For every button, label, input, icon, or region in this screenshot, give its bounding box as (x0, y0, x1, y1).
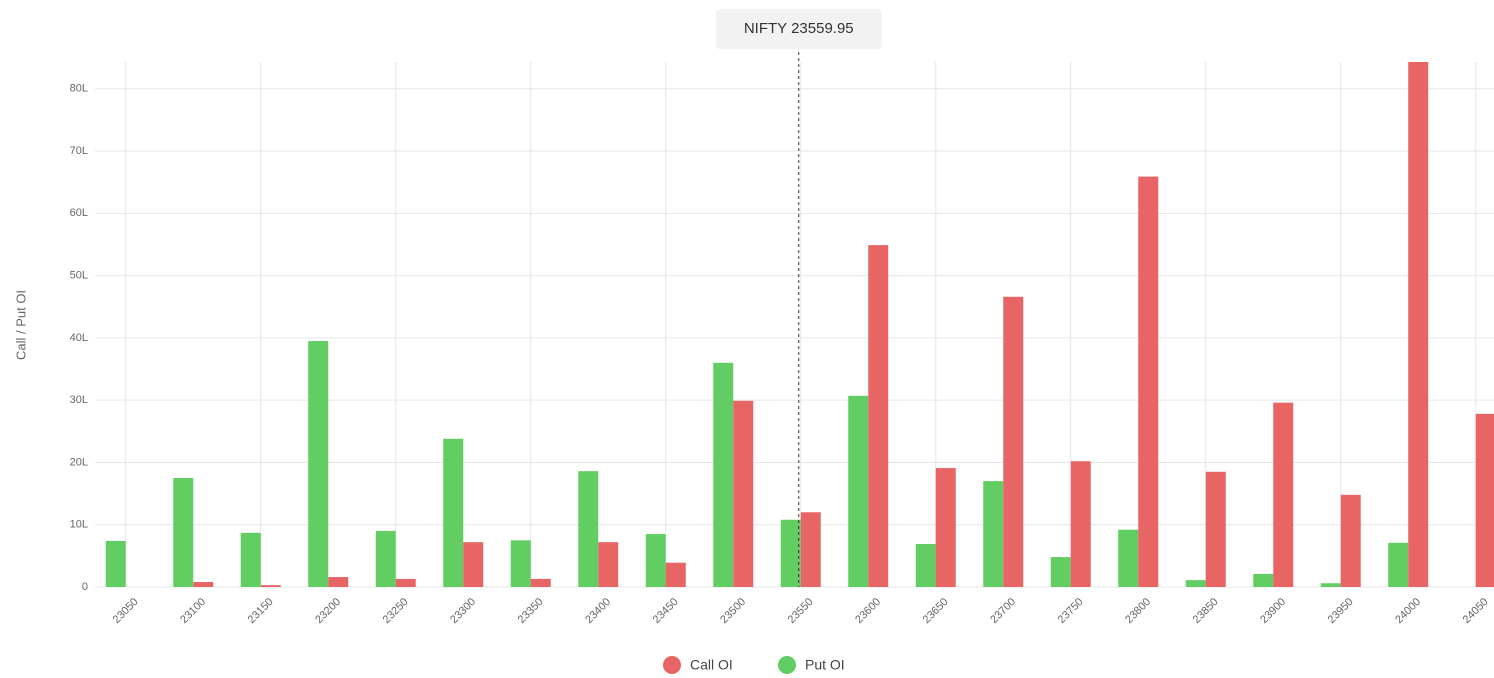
x-tick-label: 23150 (246, 596, 276, 626)
y-tick-label: 70L (70, 145, 88, 157)
y-tick-label: 30L (70, 394, 88, 406)
x-tick-label: 23800 (1123, 596, 1153, 626)
bar (463, 542, 484, 587)
x-tick-label: 23400 (583, 596, 613, 626)
y-tick-label: 60L (70, 207, 88, 219)
bar (1273, 402, 1294, 587)
bar (173, 478, 194, 587)
bar (1138, 176, 1159, 587)
y-tick-label: 20L (70, 456, 88, 468)
bar (105, 540, 126, 587)
bar (800, 512, 821, 587)
x-tick-label: 23700 (988, 596, 1018, 626)
bar (1050, 557, 1071, 587)
bar (443, 438, 464, 587)
x-tick-label: 23200 (313, 596, 343, 626)
x-tick-label: 24000 (1393, 596, 1423, 626)
bar (1408, 62, 1429, 587)
x-tick-label: 23650 (921, 596, 951, 626)
bar (1205, 471, 1226, 587)
bar (983, 481, 1004, 587)
bar (578, 471, 599, 587)
legend-swatch (778, 656, 796, 674)
x-tick-label: 23500 (718, 596, 748, 626)
x-tick-label: 23350 (516, 596, 546, 626)
bar (240, 532, 261, 587)
x-tick-label: 23600 (853, 596, 883, 626)
bar (1070, 461, 1091, 587)
bar (645, 534, 666, 587)
x-tick-label: 23850 (1191, 596, 1221, 626)
bar (328, 577, 349, 587)
bar (848, 395, 869, 587)
y-tick-label: 10L (70, 519, 88, 531)
y-tick-label: 80L (70, 83, 88, 95)
x-tick-label: 24050 (1461, 596, 1491, 626)
y-axis-label: Call / Put OI (13, 290, 28, 360)
bar (193, 582, 214, 587)
bar (375, 530, 396, 587)
bar (1320, 583, 1341, 587)
annotation-text: NIFTY 23559.95 (744, 20, 854, 37)
x-tick-label: 23550 (786, 596, 816, 626)
bar (1388, 542, 1409, 587)
x-tick-label: 23900 (1258, 596, 1288, 626)
bar (260, 585, 281, 587)
bar (510, 540, 531, 587)
x-tick-label: 23100 (178, 596, 208, 626)
x-tick-label: 23750 (1056, 596, 1086, 626)
bar (915, 544, 936, 587)
bar (1475, 413, 1494, 587)
legend-label: Call OI (690, 657, 733, 673)
bar (530, 578, 551, 587)
bar (780, 519, 801, 587)
x-tick-label: 23450 (651, 596, 681, 626)
legend-label: Put OI (805, 657, 845, 673)
bar (1253, 573, 1274, 587)
bar (1185, 580, 1206, 587)
y-tick-label: 0 (82, 581, 88, 593)
x-tick-label: 23300 (448, 596, 478, 626)
y-tick-label: 50L (70, 270, 88, 282)
bar (1340, 494, 1361, 587)
bar (733, 400, 754, 587)
bar (1118, 529, 1139, 587)
x-tick-label: 23250 (381, 596, 411, 626)
bar (665, 562, 686, 587)
bar (308, 341, 329, 587)
x-tick-label: 23050 (111, 596, 141, 626)
annotation-box (715, 9, 882, 49)
x-tick-label: 23950 (1326, 596, 1356, 626)
bar (395, 578, 416, 587)
bar (935, 468, 956, 587)
bar (713, 362, 734, 587)
bar (1003, 296, 1024, 587)
legend-swatch (663, 656, 681, 674)
y-tick-label: 40L (70, 332, 88, 344)
bar (868, 245, 889, 588)
bar (598, 542, 619, 587)
